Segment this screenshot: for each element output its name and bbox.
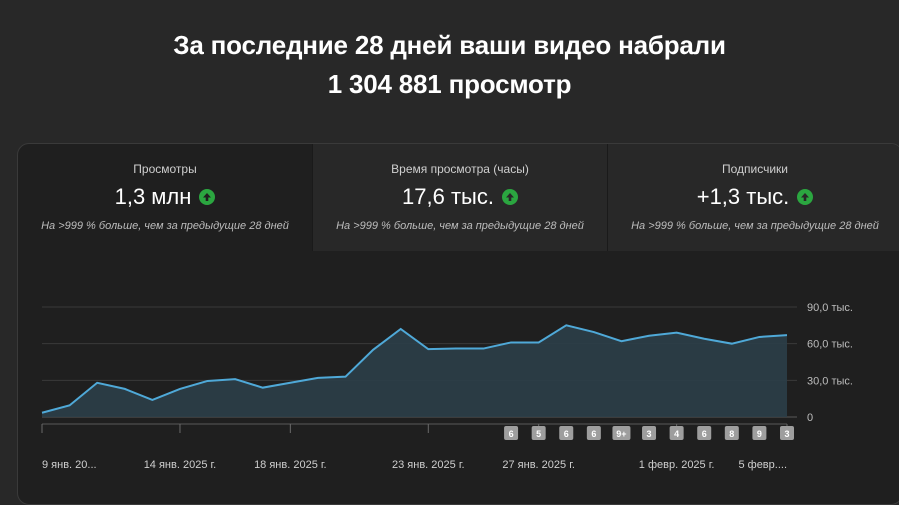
tab-subscribers-subtitle: На >999 % больше, чем за предыдущие 28 д…: [631, 220, 879, 232]
tab-watch-time-value-row: 17,6 тыс.: [313, 183, 607, 211]
x-tick-label: 23 янв. 2025 г.: [392, 459, 465, 471]
annotation-badge-label: 9: [757, 429, 762, 439]
tab-views-value-row: 1,3 млн: [18, 183, 312, 211]
series-line: [41, 324, 788, 414]
y-tick-label: 90,0 тыс.: [807, 302, 853, 314]
tab-watch-time-value: 17,6 тыс.: [402, 184, 494, 209]
x-tick-label: 9 янв. 20...: [42, 459, 97, 471]
arrow-up-icon: [199, 189, 216, 205]
tab-watch-time-title: Время просмотра (часы): [391, 162, 529, 176]
tab-subscribers[interactable]: Подписчики +1,3 тыс. На >999 % больше, ч…: [607, 144, 899, 251]
annotation-badge-label: 3: [647, 429, 652, 439]
x-tick-label: 14 янв. 2025 г.: [144, 459, 217, 471]
x-tick-label: 27 янв. 2025 г.: [502, 459, 575, 471]
tab-watch-time[interactable]: Время просмотра (часы) 17,6 тыс. На >999…: [312, 144, 607, 251]
arrow-up-icon: [797, 189, 814, 205]
views-chart[interactable]: 90,0 тыс. 60,0 тыс. 30,0 тыс. 0 9 янв. 20...…: [18, 144, 899, 496]
annotation-badge: [669, 426, 684, 440]
annotation-badge-label: 6: [509, 429, 514, 439]
tab-subscribers-value-row: +1,3 тыс.: [608, 183, 899, 211]
annotation-badge-label: 4: [674, 429, 679, 439]
headline: За последние 28 дней ваши видео набрали …: [0, 26, 899, 104]
annotation-badge-label: 6: [702, 429, 707, 439]
series-area: [42, 325, 787, 417]
tab-views[interactable]: Просмотры 1,3 млн На >999 % больше, чем …: [18, 144, 312, 251]
y-tick-label: 30,0 тыс.: [807, 375, 853, 387]
headline-line-1: За последние 28 дней ваши видео набрали: [173, 30, 726, 60]
x-tick-label: 18 янв. 2025 г.: [254, 459, 327, 471]
tab-views-value: 1,3 млн: [114, 184, 192, 209]
tab-subscribers-value: +1,3 тыс.: [696, 184, 790, 209]
x-tick-label: 1 февр. 2025 г.: [639, 459, 715, 471]
annotation-badge: [642, 426, 657, 440]
annotation-badge-label: 5: [536, 429, 541, 439]
annotation-badge-label: 9+: [616, 429, 626, 439]
annotation-badge-label: 3: [784, 429, 789, 439]
annotation-badge: [752, 426, 767, 440]
y-tick-label: 60,0 тыс.: [807, 339, 853, 351]
annotation-badge: [504, 426, 519, 440]
annotation-badge-label: 6: [591, 429, 596, 439]
annotation-badge: [559, 426, 574, 440]
annotation-badge: [531, 426, 546, 440]
arrow-up-icon: [501, 189, 518, 205]
annotation-badge-label: 8: [729, 429, 734, 439]
y-tick-label: 0: [807, 412, 813, 424]
x-tick-label: 5 февр....: [738, 459, 787, 471]
metric-tabs: Просмотры 1,3 млн На >999 % больше, чем …: [18, 144, 899, 251]
tab-watch-time-subtitle: На >999 % больше, чем за предыдущие 28 д…: [336, 220, 584, 232]
annotation-badge: [697, 426, 712, 440]
annotation-badge: [612, 426, 631, 440]
headline-line-2: 1 304 881 просмотр: [327, 69, 572, 99]
annotation-badge-label: 6: [564, 429, 569, 439]
annotation-badge: [586, 426, 601, 440]
analytics-panel: Просмотры 1,3 млн На >999 % больше, чем …: [17, 143, 899, 505]
tab-views-title: Просмотры: [133, 162, 197, 176]
tab-subscribers-title: Подписчики: [721, 162, 788, 176]
annotation-badge: [780, 426, 794, 440]
annotation-badge: [724, 426, 739, 440]
tab-views-subtitle: На >999 % больше, чем за предыдущие 28 д…: [41, 220, 289, 232]
